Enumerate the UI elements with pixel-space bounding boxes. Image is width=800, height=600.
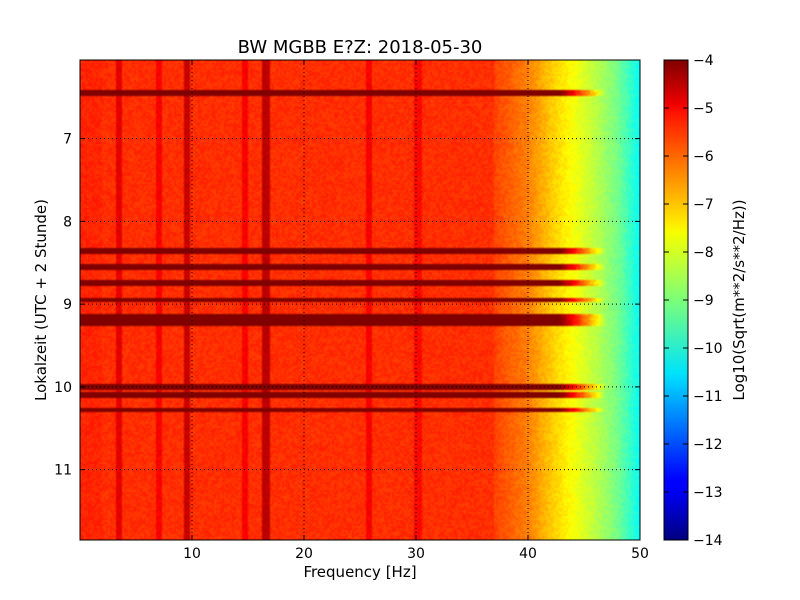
colorbar-tick-label: −4 bbox=[693, 53, 714, 69]
x-tick-label: 10 bbox=[183, 546, 201, 562]
y-tick-label: 9 bbox=[63, 297, 72, 313]
colorbar-tick-label: −7 bbox=[693, 197, 714, 213]
y-tick-label: 10 bbox=[54, 380, 72, 396]
colorbar-tick-label: −6 bbox=[693, 149, 714, 165]
y-axis-label: Lokalzeit (UTC + 2 Stunde) bbox=[32, 199, 50, 401]
colorbar-tick-label: −13 bbox=[693, 485, 723, 501]
colorbar-tick-label: −9 bbox=[693, 293, 714, 309]
x-axis-label: Frequency [Hz] bbox=[303, 563, 416, 581]
y-tick-label: 8 bbox=[63, 214, 72, 230]
grid-lines bbox=[80, 60, 640, 540]
spectrogram-heatmap bbox=[80, 60, 640, 540]
plot-frame bbox=[79, 59, 641, 541]
colorbar: −4 −5 −6 −7 −8 −9 −10 −11 −12 −13 −14 Log10(Sqrt(m… bbox=[663, 53, 748, 549]
colorbar-tick-label: −14 bbox=[693, 533, 723, 549]
y-tick-label: 7 bbox=[63, 132, 72, 148]
colorbar-tick-label: −10 bbox=[693, 341, 723, 357]
x-tick-label: 40 bbox=[519, 546, 537, 562]
x-tick-label: 30 bbox=[407, 546, 425, 562]
y-axis-ticks: 7 8 9 10 11 bbox=[54, 132, 640, 479]
colorbar-tick-label: −12 bbox=[693, 437, 723, 453]
y-tick-label: 11 bbox=[54, 463, 72, 479]
colorbar-label: Log10(Sqrt(m**2/s**2/Hz)) bbox=[730, 199, 748, 400]
plot-area: 10 20 30 40 50 7 8 9 10 11 bbox=[54, 59, 649, 562]
colorbar-tick-label: −11 bbox=[693, 389, 723, 405]
colorbar-ticks: −4 −5 −6 −7 −8 −9 −10 −11 −12 −13 −14 bbox=[664, 53, 723, 549]
chart-title: BW MGBB E?Z: 2018-05-30 bbox=[238, 37, 483, 58]
colorbar-tick-label: −8 bbox=[693, 245, 714, 261]
x-axis-ticks: 10 20 30 40 50 bbox=[183, 60, 649, 562]
x-tick-label: 20 bbox=[295, 546, 313, 562]
colorbar-tick-label: −5 bbox=[693, 101, 714, 117]
x-tick-label: 50 bbox=[631, 546, 649, 562]
